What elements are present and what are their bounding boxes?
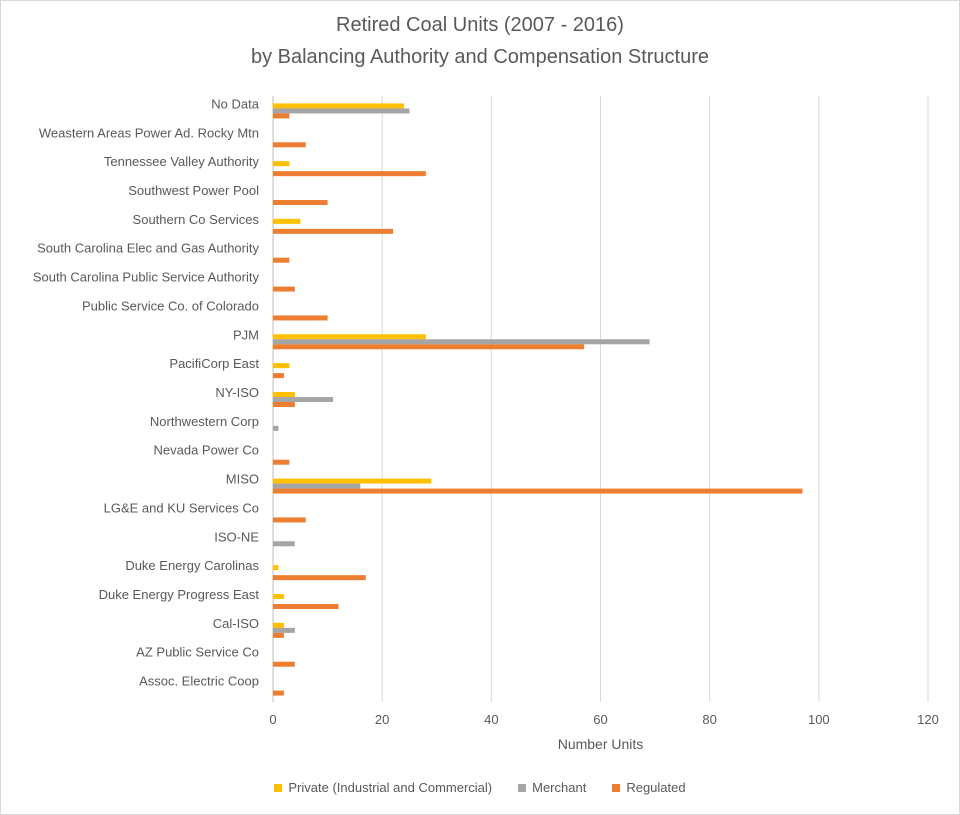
- x-tick-label: 40: [484, 712, 498, 727]
- category-label: Assoc. Electric Coop: [139, 674, 259, 689]
- category-label: South Carolina Public Service Authority: [33, 270, 260, 285]
- category-label: NY-ISO: [215, 385, 259, 400]
- legend-label-regulated: Regulated: [626, 780, 686, 795]
- x-tick-label: 80: [702, 712, 716, 727]
- legend-swatch-private: [274, 783, 283, 792]
- chart-subtitle: by Balancing Authority and Compensation …: [250, 46, 710, 68]
- bar-regulated: [273, 604, 339, 609]
- bar-regulated: [273, 575, 366, 581]
- category-label: PacifiCorp East: [169, 356, 259, 371]
- bar-regulated: [273, 315, 328, 321]
- bar-regulated: [273, 286, 295, 292]
- category-label: Southern Co Services: [133, 212, 260, 227]
- bar-regulated: [273, 402, 295, 407]
- category-label: Cal-ISO: [213, 616, 259, 631]
- bar-merchant: [273, 425, 279, 431]
- x-tick-label: 100: [808, 712, 830, 727]
- legend: Private (Industrial and Commercial) Merc…: [0, 780, 960, 795]
- bar-regulated: [273, 344, 585, 350]
- category-label: PJM: [233, 327, 259, 342]
- bar-merchant: [273, 108, 410, 114]
- category-label: Weastern Areas Power Ad. Rocky Mtn: [39, 125, 259, 140]
- bar-regulated: [273, 459, 290, 465]
- bar-private: [273, 565, 279, 571]
- bar-regulated: [273, 517, 306, 523]
- bar-regulated: [273, 373, 284, 379]
- category-label: No Data: [211, 96, 259, 111]
- bar-regulated: [273, 661, 295, 667]
- bar-private: [273, 334, 426, 340]
- category-label: LG&E and KU Services Co: [104, 500, 259, 515]
- category-label: Public Service Co. of Colorado: [82, 298, 259, 313]
- legend-item-regulated: Regulated: [612, 780, 686, 795]
- category-label: South Carolina Elec and Gas Authority: [37, 241, 259, 256]
- bar-private: [273, 161, 290, 167]
- legend-label-merchant: Merchant: [532, 780, 587, 795]
- bar-private: [273, 594, 284, 599]
- legend-swatch-merchant: [518, 783, 527, 792]
- bar-private: [273, 218, 301, 224]
- bar-merchant: [273, 397, 334, 402]
- bar-regulated: [273, 142, 306, 148]
- legend-label-private: Private (Industrial and Commercial): [288, 780, 493, 795]
- bar-private: [273, 622, 284, 628]
- bar-private: [273, 103, 404, 109]
- bar-merchant: [273, 339, 650, 345]
- bar-private: [273, 392, 295, 397]
- x-axis-label: Number Units: [558, 736, 644, 752]
- bar-regulated: [273, 257, 290, 263]
- category-label: AZ Public Service Co: [136, 645, 259, 660]
- legend-item-private: Private (Industrial and Commercial): [274, 780, 492, 795]
- category-label: Nevada Power Co: [154, 443, 260, 458]
- x-tick-label: 0: [269, 712, 276, 727]
- x-tick-label: 20: [375, 712, 389, 727]
- bar-regulated: [273, 632, 284, 638]
- category-label: ISO-NE: [214, 529, 259, 544]
- category-label: Duke Energy Progress East: [99, 587, 260, 602]
- chart-title: Retired Coal Units (2007 - 2016): [336, 14, 624, 36]
- bar-regulated: [273, 228, 394, 234]
- category-label: Duke Energy Carolinas: [125, 558, 259, 573]
- legend-item-merchant: Merchant: [518, 780, 586, 795]
- x-tick-label: 60: [593, 712, 607, 727]
- bar-private: [273, 363, 290, 369]
- bar-regulated: [273, 113, 290, 119]
- x-tick-label: 120: [917, 712, 939, 727]
- bar-merchant: [273, 627, 295, 633]
- category-label: Southwest Power Pool: [128, 183, 259, 198]
- legend-swatch-regulated: [612, 783, 621, 792]
- category-label: MISO: [226, 472, 259, 487]
- category-label: Tennessee Valley Authority: [104, 154, 260, 169]
- category-label: Northwestern Corp: [150, 414, 259, 429]
- bar-merchant: [273, 541, 295, 547]
- bar-regulated: [273, 171, 426, 177]
- bar-private: [273, 478, 432, 484]
- bar-merchant: [273, 483, 361, 489]
- bar-regulated: [273, 200, 328, 205]
- bar-regulated: [273, 690, 284, 696]
- bar-regulated: [273, 488, 803, 494]
